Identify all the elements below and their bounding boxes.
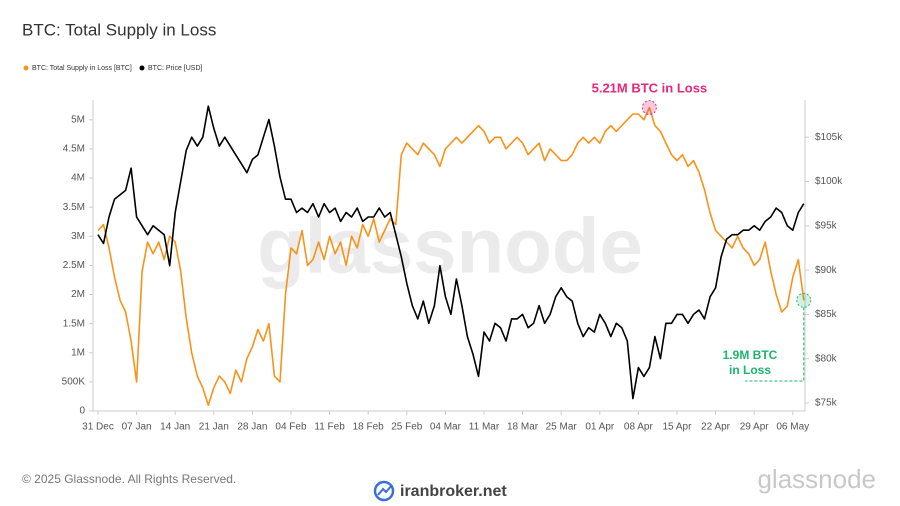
- x-tick-label: 22 Apr: [701, 422, 731, 433]
- legend-label: BTC: Price [USD]: [148, 65, 203, 72]
- y-tick-label: 4.5M: [63, 144, 85, 155]
- annotation-leader: [745, 307, 805, 382]
- current-marker: [796, 292, 812, 308]
- x-tick-label: 25 Mar: [546, 422, 578, 433]
- x-tick-label: 11 Feb: [314, 422, 345, 433]
- y-tick-label: 2.5M: [63, 260, 85, 271]
- y-tick-label: 0: [79, 406, 85, 417]
- x-tick-label: 08 Apr: [624, 422, 654, 433]
- legend-marker: [139, 65, 145, 71]
- site-logo: [373, 480, 395, 502]
- y2-tick-label: $75k: [815, 398, 838, 409]
- series-line: [97, 106, 805, 406]
- y2-tick-label: $80k: [815, 353, 838, 364]
- y2-tick-label: $85k: [815, 309, 838, 320]
- x-tick-label: 28 Jan: [237, 422, 267, 433]
- x-tick-label: 15 Apr: [663, 422, 693, 433]
- x-tick-label: 06 May: [776, 422, 809, 433]
- x-tick-label: 21 Jan: [199, 422, 229, 433]
- y-tick-label: 2M: [71, 289, 85, 300]
- y-tick-label: 5M: [71, 114, 85, 125]
- x-tick-label: 11 Mar: [469, 422, 500, 433]
- y2-tick-label: $105k: [815, 132, 843, 143]
- x-tick-label: 04 Mar: [430, 422, 462, 433]
- y-tick-label: 1.5M: [63, 318, 85, 329]
- legend-marker: [23, 65, 29, 71]
- x-tick-label: 01 Apr: [585, 422, 615, 433]
- brand: glassnode: [757, 464, 876, 494]
- x-tick-label: 31 Dec: [82, 422, 114, 433]
- y-tick-label: 500K: [62, 377, 86, 388]
- y-tick-label: 4M: [71, 173, 85, 184]
- chart-title: BTC: Total Supply in Loss: [22, 20, 216, 39]
- legend-label: BTC: Total Supply in Loss [BTC]: [32, 65, 132, 72]
- x-tick-label: 18 Mar: [507, 422, 539, 433]
- annotation-peak: 5.21M BTC in Loss: [592, 80, 708, 95]
- x-tick-label: 18 Feb: [353, 422, 385, 433]
- x-tick-label: 25 Feb: [391, 422, 423, 433]
- y-tick-label: 1M: [71, 347, 85, 358]
- x-tick-label: 07 Jan: [122, 422, 152, 433]
- annotation-now: in Loss: [729, 363, 771, 377]
- y-tick-label: 3.5M: [63, 202, 85, 213]
- series-line: [97, 105, 805, 400]
- y2-tick-label: $95k: [815, 220, 838, 231]
- peak-marker: [641, 100, 657, 116]
- x-tick-label: 14 Jan: [160, 422, 190, 433]
- y2-tick-label: $100k: [815, 176, 843, 187]
- footer: © 2025 Glassnode. All Rights Reserved.: [22, 472, 236, 486]
- x-tick-label: 04 Feb: [275, 422, 307, 433]
- x-tick-label: 29 Apr: [740, 422, 770, 433]
- annotation-now: 1.9M BTC: [723, 348, 778, 362]
- watermark: glassnode: [257, 202, 643, 290]
- y2-tick-label: $90k: [815, 265, 838, 276]
- site-name: iranbroker.net: [400, 483, 507, 500]
- y-tick-label: 3M: [71, 231, 85, 242]
